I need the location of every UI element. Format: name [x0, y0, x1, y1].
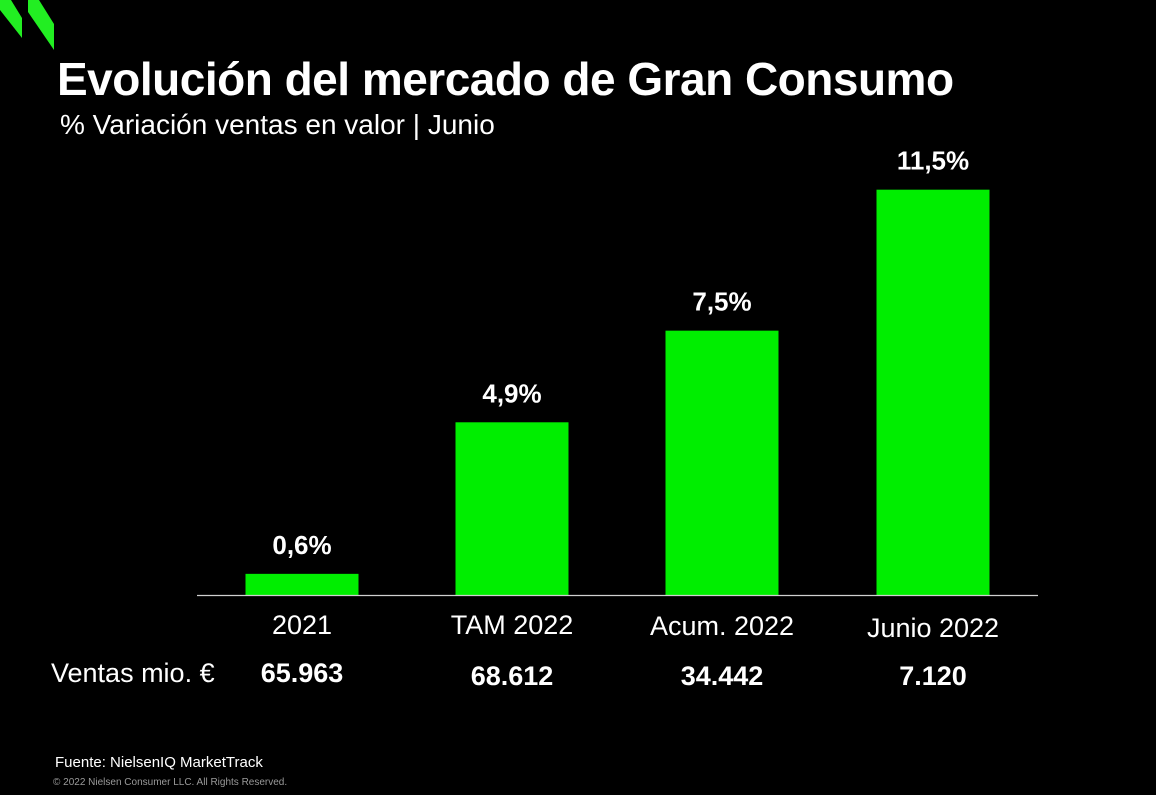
copyright-note: © 2022 Nielsen Consumer LLC. All Rights …: [53, 777, 288, 788]
data-label-2: 7,5%: [692, 287, 751, 317]
sales-value-0: 65.963: [261, 658, 344, 688]
bar-3: [876, 189, 990, 596]
bar-0: [245, 573, 359, 595]
sales-value-3: 7.120: [899, 661, 967, 691]
source-note: Fuente: NielsenIQ MarketTrack: [55, 754, 263, 771]
sales-row-label: Ventas mio. €: [51, 658, 215, 688]
data-label-1: 4,9%: [482, 378, 541, 408]
bar-1: [455, 422, 569, 595]
category-label-2: Acum. 2022: [650, 611, 794, 641]
sales-value-2: 34.442: [681, 661, 764, 691]
bar-2: [665, 330, 779, 595]
sales-value-1: 68.612: [471, 661, 554, 691]
data-label-0: 0,6%: [272, 530, 331, 560]
category-label-1: TAM 2022: [451, 610, 574, 640]
data-label-3: 11,5%: [897, 146, 969, 176]
page-title: Evolución del mercado de Gran Consumo: [57, 53, 954, 105]
nielseniq-logo-icon: [0, 0, 54, 50]
category-label-0: 2021: [272, 610, 332, 640]
page-subtitle: % Variación ventas en valor | Junio: [60, 109, 495, 140]
category-label-3: Junio 2022: [867, 613, 999, 643]
